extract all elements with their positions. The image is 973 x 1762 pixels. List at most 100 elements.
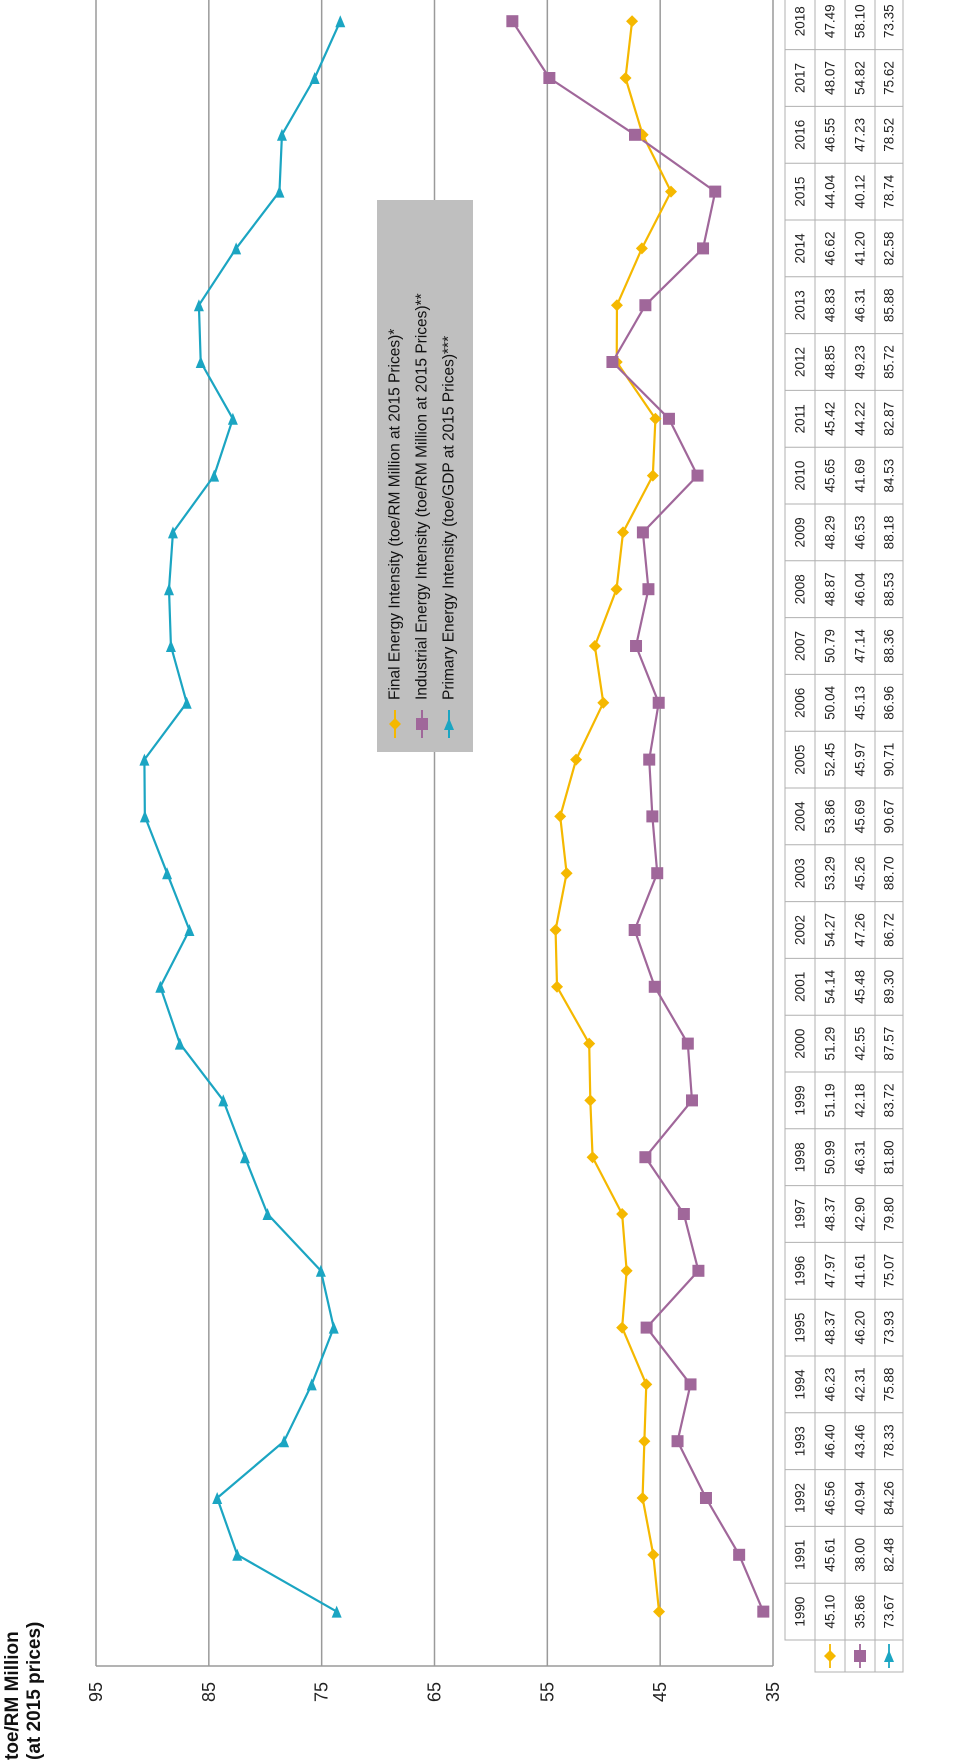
table-header-year: 2017 [793, 63, 808, 93]
data-point-final [636, 1492, 649, 1504]
table-header-year: 2000 [793, 1029, 808, 1059]
table-cell-industrial: 46.31 [853, 288, 868, 322]
table-header-year: 1990 [793, 1597, 808, 1627]
data-point-primary [155, 980, 166, 993]
table-cell-industrial: 35.86 [853, 1595, 868, 1629]
y-tick-label: 75 [312, 1682, 332, 1702]
data-point-industrial [639, 1151, 652, 1164]
table-cell-final: 50.04 [823, 685, 838, 719]
table-header-year: 2001 [793, 972, 808, 1002]
data-point-final [551, 980, 564, 993]
table-cell-primary: 84.26 [882, 1481, 897, 1515]
data-point-primary [162, 867, 173, 880]
table-cell-final: 46.23 [823, 1368, 838, 1402]
table-header-year: 1993 [793, 1426, 808, 1456]
table-cell-final: 48.83 [823, 288, 838, 322]
data-point-final [664, 185, 677, 198]
table-cell-final: 45.10 [823, 1595, 838, 1629]
data-point-final [554, 810, 567, 823]
legend: Final Energy Intensity (toe/RM Million a… [377, 200, 473, 752]
table-header-year: 2014 [793, 233, 808, 264]
data-point-primary [212, 1492, 223, 1504]
table-cell-final: 46.40 [823, 1424, 838, 1458]
table-cell-primary: 79.80 [882, 1197, 897, 1231]
data-point-final [626, 15, 639, 28]
table-cell-industrial: 47.26 [853, 913, 868, 947]
table-cell-final: 46.56 [823, 1481, 838, 1515]
data-point-industrial [643, 753, 656, 766]
data-point-primary [239, 1151, 250, 1164]
data-point-industrial [646, 810, 659, 823]
y-axis-label-line-2: (at 2015 prices) [24, 1622, 45, 1760]
table-header-year: 1991 [793, 1540, 808, 1570]
table-cell-primary: 81.80 [882, 1140, 897, 1174]
table-cell-industrial: 47.23 [853, 118, 868, 152]
table-cell-final: 48.85 [823, 345, 838, 379]
table-cell-final: 47.49 [823, 4, 838, 38]
table-cell-primary: 87.57 [882, 1027, 897, 1061]
table-cell-industrial: 45.26 [853, 856, 868, 890]
data-point-primary [193, 299, 204, 312]
table-cell-final: 48.07 [823, 61, 838, 95]
data-point-final [586, 1151, 599, 1164]
data-point-final [620, 1264, 633, 1277]
data-point-primary [164, 583, 175, 596]
table-header-year: 1997 [793, 1199, 808, 1229]
series-line-primary [143, 20, 342, 1613]
table-cell-final: 48.37 [823, 1197, 838, 1231]
y-tick-label: 85 [199, 1682, 219, 1702]
y-axis-label-line-1: toe/RM Million [2, 1631, 23, 1760]
data-point-industrial [671, 1435, 684, 1448]
table-cell-industrial: 42.55 [853, 1027, 868, 1061]
table-header-year: 2012 [793, 347, 808, 377]
legend-box [377, 200, 473, 752]
y-axis-label: toe/RM Million (at 2015 prices) [2, 1622, 45, 1760]
table-cell-final: 46.55 [823, 118, 838, 152]
table-header-year: 2004 [793, 801, 808, 832]
table-cell-industrial: 47.14 [853, 629, 868, 663]
table-header-year: 2003 [793, 858, 808, 888]
gridlines [95, 0, 774, 1667]
data-point-industrial [757, 1605, 770, 1618]
table-cell-primary: 90.67 [882, 800, 897, 834]
data-point-industrial [651, 867, 664, 880]
data-point-final [560, 867, 573, 880]
table-header-year: 2002 [793, 915, 808, 945]
table-cell-final: 46.62 [823, 232, 838, 266]
legend-swatch-marker [416, 718, 428, 730]
data-point-final [646, 469, 659, 482]
table-cell-industrial: 46.31 [853, 1140, 868, 1174]
table-cell-primary: 86.72 [882, 913, 897, 947]
table-cell-primary: 75.62 [882, 61, 897, 95]
table-cell-primary: 82.87 [882, 402, 897, 436]
y-tick-label: 65 [425, 1682, 445, 1702]
data-point-industrial [699, 1492, 712, 1504]
table-cell-primary: 88.53 [882, 572, 897, 606]
table-header-year: 2016 [793, 120, 808, 150]
data-point-final [583, 1037, 596, 1050]
table-cell-primary: 88.36 [882, 629, 897, 663]
data-point-final [610, 299, 623, 312]
data-point-primary [165, 640, 176, 652]
table-row [874, 0, 904, 1673]
table-header-year: 2005 [793, 745, 808, 775]
table-cell-final: 52.45 [823, 743, 838, 777]
data-point-primary [274, 185, 285, 198]
data-point-primary [279, 1435, 290, 1448]
y-tick-label: 45 [650, 1682, 670, 1702]
data-point-final [616, 1208, 629, 1220]
data-point-industrial [652, 696, 665, 709]
data-point-industrial [662, 412, 675, 425]
table-cell-industrial: 42.31 [853, 1368, 868, 1402]
y-axis-ticks: 35 45 55 65 75 85 95 [86, 1682, 783, 1702]
table-header-year: 2018 [793, 6, 808, 36]
data-point-final [638, 1435, 651, 1448]
data-point-industrial [697, 242, 710, 255]
data-point-industrial [648, 980, 661, 993]
table-cell-final: 53.86 [823, 800, 838, 834]
table-cell-final: 50.79 [823, 629, 838, 663]
table-row-key-marker [824, 1650, 836, 1662]
data-point-final [570, 753, 583, 766]
